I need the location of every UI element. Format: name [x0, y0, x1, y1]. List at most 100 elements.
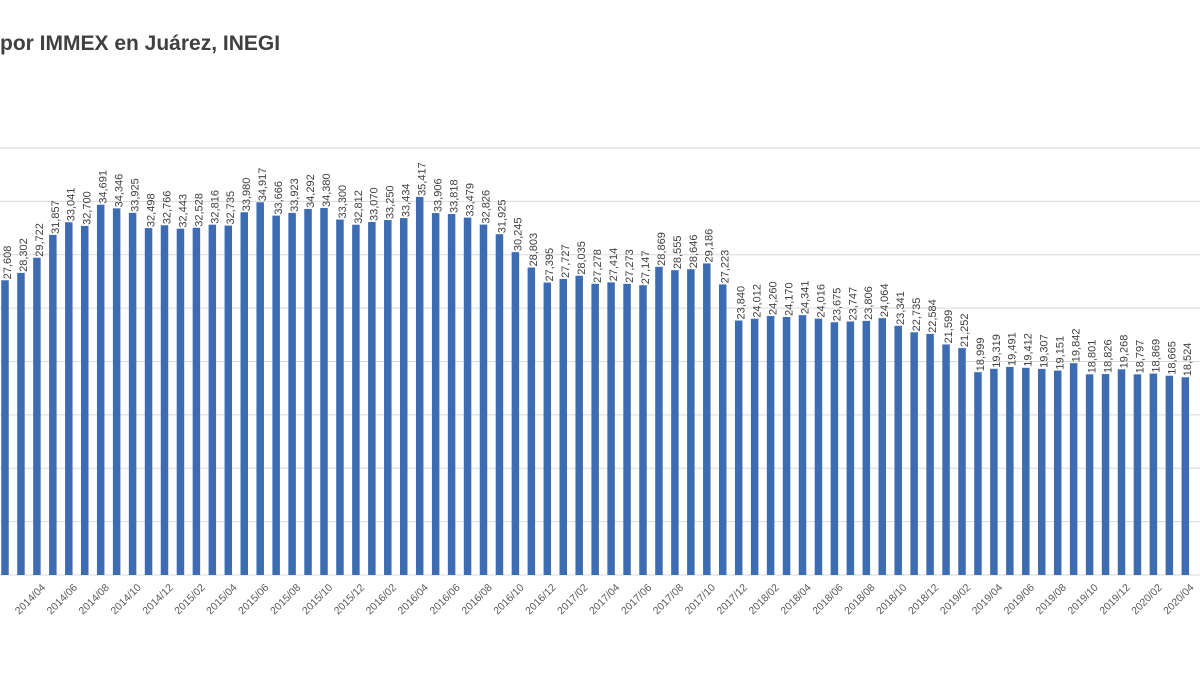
value-label: 32,498: [145, 193, 157, 227]
bar: [431, 213, 440, 575]
bar: [942, 344, 950, 575]
x-tick-label: 2016/12: [523, 582, 558, 617]
bar: [750, 318, 759, 575]
bar: [192, 227, 201, 575]
bar: [112, 208, 121, 575]
x-tick-label: 2016/06: [427, 582, 462, 617]
value-label: 23,806: [863, 286, 875, 320]
value-label: 33,070: [369, 187, 381, 221]
bar: [447, 213, 456, 575]
bar: [639, 285, 647, 575]
value-label: 33,250: [385, 185, 397, 219]
value-label: 18,801: [1087, 340, 1099, 374]
bar: [463, 217, 472, 575]
value-label: 33,434: [401, 183, 413, 217]
bar: [990, 368, 998, 575]
value-label: 24,260: [768, 281, 780, 315]
x-tick-label: 2017/08: [651, 582, 686, 617]
x-tick-label: 2019/02: [938, 582, 973, 617]
x-tick-label: 2017/06: [619, 582, 654, 617]
bar: [415, 196, 424, 575]
bar: [224, 225, 233, 575]
value-label: 27,273: [624, 249, 636, 283]
value-label: 33,923: [289, 178, 301, 212]
bar: [511, 252, 520, 575]
bar: [240, 212, 248, 576]
value-label: 27,278: [592, 249, 604, 283]
bar: [559, 279, 567, 575]
value-label: 31,857: [50, 200, 62, 234]
bar: [814, 318, 823, 575]
bar: [1038, 368, 1046, 575]
bar: [575, 275, 583, 575]
chart-title: por IMMEX en Juárez, INEGI: [0, 32, 280, 55]
value-label: 34,346: [114, 174, 126, 208]
bar: [49, 234, 57, 576]
bar: [17, 272, 25, 575]
x-tick-label: 2017/04: [587, 582, 622, 617]
value-label: 18,524: [1182, 343, 1194, 377]
value-label: 27,608: [2, 246, 14, 280]
value-label: 19,319: [991, 334, 1003, 368]
x-tick-label: 2018/06: [810, 582, 845, 617]
bar: [591, 283, 599, 575]
bar: [910, 332, 918, 575]
value-label: 22,735: [911, 298, 923, 332]
value-label: 29,722: [34, 223, 46, 257]
value-label: 32,826: [480, 190, 492, 224]
x-tick-label: 2020/02: [1129, 582, 1164, 617]
value-label: 32,812: [353, 190, 365, 224]
bar: [655, 266, 663, 575]
bar: [543, 282, 552, 575]
value-label: 32,528: [193, 193, 205, 227]
x-tick-label: 2017/02: [555, 582, 590, 617]
value-label: 24,016: [815, 284, 827, 318]
value-label: 18,869: [1150, 339, 1162, 373]
value-label: 32,816: [209, 190, 221, 224]
value-label: 21,252: [959, 313, 971, 347]
bar: [527, 267, 536, 575]
x-tick-label: 2019/10: [1065, 582, 1100, 617]
bar: [1053, 370, 1062, 575]
bar: [65, 222, 73, 575]
value-label: 33,818: [449, 179, 461, 213]
x-tick-label: 2014/08: [77, 582, 112, 617]
bar: [782, 316, 791, 575]
value-label: 19,491: [1007, 332, 1019, 366]
bar: [304, 208, 312, 575]
value-label: 28,803: [528, 233, 540, 267]
bar: [81, 225, 89, 576]
value-label: 19,842: [1071, 329, 1083, 363]
value-label: 18,797: [1134, 340, 1146, 374]
bar: [1006, 366, 1014, 575]
bar: [958, 348, 966, 575]
bar: [1149, 373, 1158, 575]
x-tick-label: 2019/06: [1002, 582, 1037, 617]
bar: [1165, 375, 1174, 575]
value-label: 35,417: [417, 162, 429, 196]
x-tick-label: 2014/10: [108, 582, 143, 617]
bar: [176, 228, 185, 576]
bar: [862, 320, 871, 575]
x-tick-label: 2015/02: [172, 582, 207, 617]
value-label: 19,151: [1055, 336, 1067, 370]
value-label: 21,599: [943, 310, 955, 344]
value-label: 27,395: [544, 248, 556, 282]
x-tick-label: 2015/04: [204, 582, 239, 617]
bar: [272, 215, 280, 575]
bar: [288, 212, 296, 575]
value-label: 28,555: [672, 236, 684, 270]
value-label: 34,691: [98, 170, 110, 204]
value-label: 33,980: [241, 178, 253, 212]
bar: [846, 321, 855, 575]
value-label: 32,443: [177, 194, 189, 228]
bar: [1022, 367, 1030, 575]
bar: [894, 325, 902, 575]
bar: [766, 316, 775, 575]
x-tick-label: 2015/10: [300, 582, 335, 617]
bar: [400, 218, 408, 576]
value-label: 27,414: [608, 248, 620, 282]
value-label: 34,917: [257, 168, 269, 202]
x-tick-label: 2015/06: [236, 582, 271, 617]
